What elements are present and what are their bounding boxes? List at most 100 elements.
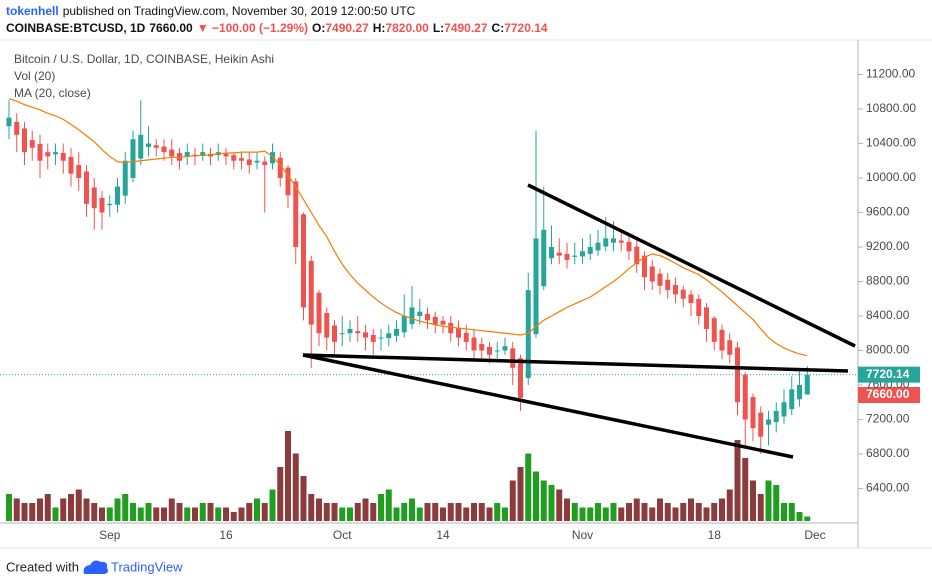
volume-bar (401, 503, 408, 521)
footer-brand[interactable]: TradingView (111, 559, 183, 574)
volume-bar (517, 467, 524, 521)
volume-bar (695, 503, 702, 521)
ohlc-value: 7720.14 (504, 21, 548, 35)
candle-body (401, 316, 407, 333)
y-tick-label: 9600.00 (866, 205, 910, 219)
candle-body (363, 332, 368, 338)
candle-body (742, 374, 748, 420)
candle-body (626, 241, 632, 252)
candle-body (425, 313, 430, 321)
candle-body (53, 152, 58, 155)
candle-body (603, 238, 609, 247)
volume-bar (6, 494, 12, 521)
volume-bar (292, 453, 299, 521)
volume-bar (370, 503, 377, 521)
volume-bar (316, 498, 322, 521)
volume-bar (571, 503, 578, 521)
x-tick-label: 14 (436, 528, 450, 542)
trend-line[interactable] (527, 183, 856, 348)
candle-body (417, 311, 423, 316)
logo[interactable] (83, 560, 108, 574)
candle-body (750, 397, 756, 429)
candle-body (254, 160, 260, 163)
author[interactable]: tokenhell (6, 4, 59, 18)
trend-line[interactable] (302, 353, 849, 373)
candle-body (37, 143, 43, 161)
candle-body (14, 121, 20, 135)
volume-bar (130, 503, 136, 521)
legend-ma: MA (20, close) (14, 86, 91, 100)
candle-body (138, 134, 144, 159)
last-close-tag (858, 366, 920, 383)
y-tick-label: 10400.00 (866, 136, 916, 150)
volume-bar (657, 498, 663, 521)
candle-body (696, 298, 702, 316)
volume-bar (664, 503, 671, 521)
y-tick-label: 11200.00 (866, 67, 915, 81)
candle-body (432, 316, 438, 325)
volume-bar (75, 489, 82, 521)
volume-bar (215, 507, 222, 521)
x-tick-label: 16 (219, 528, 233, 542)
volume-bar (184, 507, 191, 521)
volume-bar (455, 503, 462, 521)
candle-body (665, 279, 671, 291)
legend-main: Bitcoin / U.S. Dollar, 1D, COINBASE, Hei… (14, 52, 274, 66)
candle-body (153, 145, 159, 148)
volume-bar (447, 503, 454, 521)
candle-body (231, 155, 237, 161)
candle-body (285, 167, 291, 196)
volume-bar (176, 503, 183, 521)
candle-body (649, 266, 655, 282)
candle-body (301, 214, 306, 308)
ohlc-value: 7490.27 (444, 21, 488, 35)
volume-bar (796, 512, 803, 521)
volume-bar (37, 498, 43, 521)
footer-created: Created with (6, 559, 79, 574)
candle-body (456, 328, 461, 338)
candle-body (510, 348, 516, 368)
candle-body (487, 347, 492, 355)
volume-bar (626, 503, 632, 521)
candle-body (115, 186, 120, 205)
volume-bar (393, 507, 400, 521)
volume-bar (432, 503, 439, 521)
volume-bar (424, 503, 431, 521)
candle-body (735, 347, 740, 403)
candle-body (463, 332, 469, 342)
candle-body (680, 289, 686, 299)
ohlc-label: C: (492, 21, 505, 35)
candle-body (704, 307, 709, 329)
y-tick-label: 10000.00 (866, 170, 916, 184)
candle-body (572, 255, 578, 257)
candle-body (347, 328, 353, 334)
volume-bar (106, 507, 113, 521)
y-tick-label: 8800.00 (866, 274, 910, 288)
price-tag (858, 387, 920, 403)
trend-line[interactable] (302, 353, 794, 459)
ma-line (8, 98, 808, 357)
volume-bar (471, 503, 477, 521)
volume-bar (757, 494, 764, 521)
candle-body (45, 152, 51, 157)
candle-body (355, 331, 361, 334)
candle-body (246, 159, 252, 166)
candle-body (76, 165, 82, 178)
candle-body (448, 322, 454, 334)
volume-bar (362, 498, 369, 521)
volume-bar (254, 498, 260, 521)
volume-bar (347, 507, 353, 521)
volume-bar (548, 485, 555, 521)
candle-body (634, 246, 640, 265)
candle-body (804, 374, 810, 395)
x-tick-label: 18 (708, 528, 722, 542)
candle-body (91, 187, 97, 209)
y-tick-label: 8400.00 (866, 308, 910, 322)
candle-body (781, 402, 787, 417)
x-tick-label: Dec (804, 528, 825, 542)
volume-bar (703, 507, 710, 521)
header-line-1: tokenhell published on TradingView.com, N… (6, 4, 416, 18)
volume-bar (502, 507, 508, 521)
candle-body (471, 337, 477, 351)
